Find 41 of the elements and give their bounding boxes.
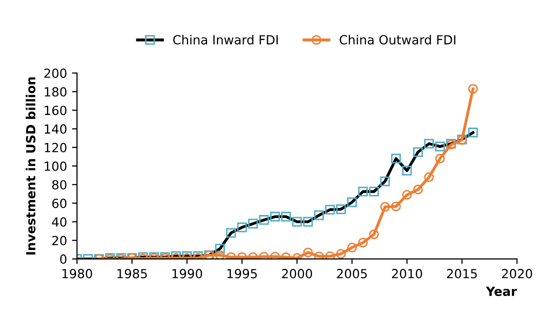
point xyxy=(259,252,269,259)
point xyxy=(380,202,390,212)
y-tick-label: 0 xyxy=(60,254,66,264)
point xyxy=(215,250,225,259)
x-tick-label: 1980 xyxy=(62,268,92,278)
x-tick-label: 1990 xyxy=(172,268,202,278)
x-tick-label: 1985 xyxy=(117,268,147,278)
point xyxy=(402,190,412,200)
legend-label: China Inward FDI xyxy=(173,34,278,44)
y-tick-label: 200 xyxy=(44,68,66,78)
point xyxy=(391,202,401,212)
y-tick-label: 80 xyxy=(52,180,66,190)
point xyxy=(435,154,445,164)
x-axis-title: Year xyxy=(486,286,517,296)
x-tick-label: 2020 xyxy=(502,268,532,278)
point xyxy=(303,248,313,258)
point xyxy=(358,238,368,248)
point xyxy=(347,242,357,252)
y-tick-label: 20 xyxy=(52,236,66,246)
point xyxy=(325,251,335,259)
x-tick-label: 2010 xyxy=(392,268,422,278)
y-tick-label: 100 xyxy=(44,161,66,171)
point xyxy=(336,248,346,259)
y-tick-label: 180 xyxy=(44,87,66,97)
x-tick-label: 2005 xyxy=(337,268,367,278)
y-axis-title: Investment in USD billion xyxy=(26,77,36,255)
y-tick-label: 140 xyxy=(44,124,66,134)
point xyxy=(314,252,324,259)
x-tick-label: 1995 xyxy=(227,268,257,278)
y-tick-label: 120 xyxy=(44,142,66,152)
point xyxy=(369,229,379,240)
point xyxy=(424,172,434,182)
point xyxy=(413,184,423,194)
y-tick-label: 60 xyxy=(52,198,66,208)
legend-label: China Outward FDI xyxy=(340,34,456,44)
x-tick-label: 2015 xyxy=(447,268,477,278)
x-tick-label: 2000 xyxy=(282,268,312,278)
y-tick-label: 160 xyxy=(44,106,66,116)
y-tick-label: 40 xyxy=(52,217,66,227)
point xyxy=(468,84,478,94)
point xyxy=(270,252,280,259)
